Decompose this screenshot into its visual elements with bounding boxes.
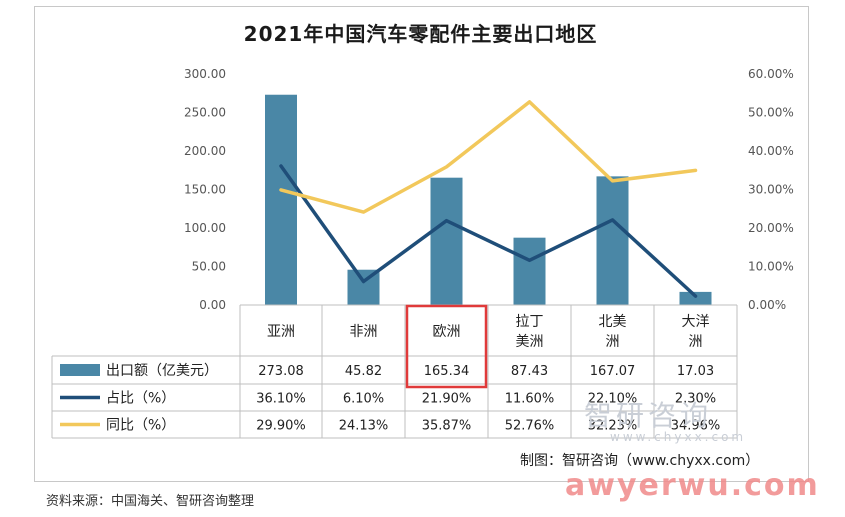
data-label: 11.60% — [505, 392, 555, 407]
category-label: 亚洲 — [267, 324, 295, 340]
category-label: 拉丁 — [516, 314, 544, 330]
y-left-tick-label: 150.00 — [184, 183, 226, 197]
y-right-tick-label: 50.00% — [748, 106, 794, 120]
source-note: 资料来源：中国海关、智研咨询整理 — [46, 494, 255, 509]
data-label: 36.10% — [256, 392, 306, 407]
data-label: 29.90% — [256, 419, 306, 434]
bar — [430, 177, 463, 305]
y-left-tick-label: 250.00 — [184, 106, 226, 120]
y-left-tick-label: 300.00 — [184, 67, 226, 81]
data-label: 35.87% — [422, 419, 472, 434]
bar — [265, 94, 297, 306]
data-label: 6.10% — [343, 392, 384, 407]
category-label: 洲 — [606, 334, 620, 350]
y-right-tick-label: 60.00% — [748, 67, 794, 81]
y-right-tick-label: 40.00% — [748, 144, 794, 158]
watermark-url: www.chyxx.com — [610, 430, 747, 444]
y-left-tick-label: 200.00 — [184, 144, 226, 158]
data-label: 273.08 — [258, 364, 304, 379]
legend-series-name: 占比（%） — [106, 391, 175, 407]
series-line — [279, 100, 698, 214]
bar — [679, 291, 712, 305]
category-label: 美洲 — [516, 334, 544, 350]
category-label: 洲 — [689, 334, 703, 350]
legend-key-bar — [60, 364, 100, 376]
data-label: 165.34 — [424, 364, 470, 379]
data-label: 17.03 — [677, 364, 714, 379]
category-label: 北美 — [599, 314, 627, 330]
chart-frame — [34, 6, 809, 482]
y-left-tick-label: 100.00 — [184, 221, 226, 235]
data-label: 45.82 — [345, 364, 382, 379]
y-right-tick-label: 0.00% — [748, 298, 786, 312]
chart-credit: 制图：智研咨询（www.chyxx.com） — [520, 453, 760, 469]
watermark-logo: 智研咨询 — [584, 399, 713, 432]
highlight-box — [405, 304, 488, 389]
series-line — [279, 164, 698, 298]
data-label: 34.96% — [671, 419, 721, 434]
data-label: 24.13% — [339, 419, 389, 434]
category-label: 大洋 — [682, 314, 710, 330]
y-left-tick-label: 50.00 — [192, 260, 226, 274]
bar — [513, 237, 546, 305]
y-right-tick-label: 30.00% — [748, 183, 794, 197]
category-label: 非洲 — [350, 324, 378, 340]
legend-series-name: 出口额（亿美元） — [106, 363, 218, 379]
data-label: 2.30% — [675, 392, 716, 407]
y-right-tick-label: 10.00% — [748, 260, 794, 274]
y-right-tick-label: 20.00% — [748, 221, 794, 235]
chart-title: 2021年中国汽车零配件主要出口地区 — [243, 22, 598, 46]
data-label: 167.07 — [590, 364, 636, 379]
data-label: 52.76% — [505, 419, 555, 434]
category-label: 欧洲 — [433, 324, 461, 340]
data-label: 87.43 — [511, 364, 548, 379]
y-left-tick-label: 0.00 — [199, 298, 226, 312]
data-label: 22.10% — [588, 392, 638, 407]
data-label: 21.90% — [422, 392, 472, 407]
watermark-bottom: awyerwu.com — [565, 468, 820, 503]
data-label: 32.23% — [588, 419, 638, 434]
legend-series-name: 同比（%） — [106, 418, 175, 434]
bar — [596, 176, 629, 305]
